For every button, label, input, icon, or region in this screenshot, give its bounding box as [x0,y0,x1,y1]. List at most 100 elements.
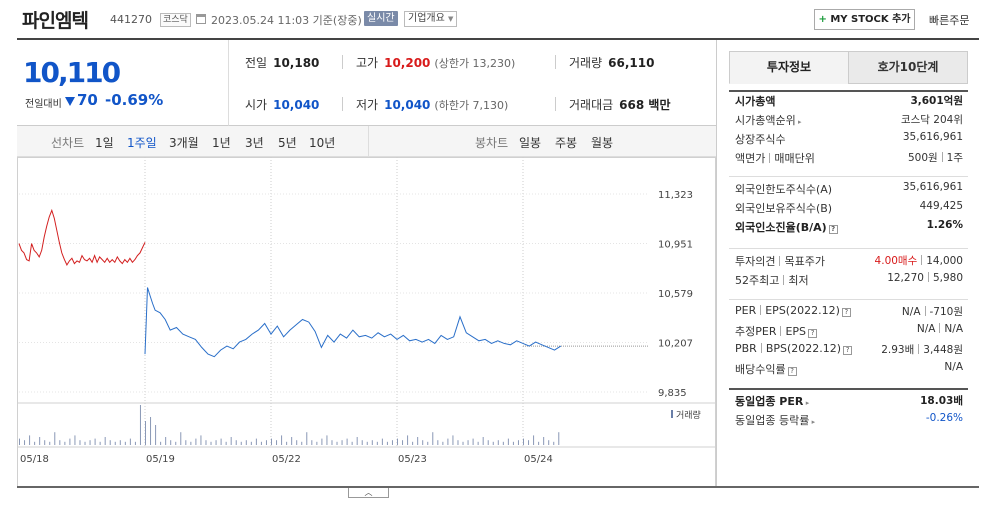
period-3m[interactable]: 3개월 [169,136,199,150]
volume-bar [195,438,197,445]
plus-icon: + [818,14,827,25]
period-1d[interactable]: 1일 [95,136,114,150]
candle-monthly[interactable]: 월봉 [591,136,614,150]
volume-bar [210,441,212,445]
info-icon[interactable]: ? [828,225,838,234]
volume-bar [180,432,182,445]
add-mystock-button[interactable]: + MY STOCK 추가 [814,9,915,30]
chart-frame [17,157,716,487]
volume-bar [407,435,409,445]
info-row-label: 액면가 매매단위 [735,152,815,165]
candle-weekly[interactable]: 주봉 [555,136,578,150]
volume-bar [84,441,86,445]
volume-bar [139,405,141,445]
collapse-button[interactable]: ︿ [348,488,389,498]
volume-bar [517,440,519,445]
candle-daily[interactable]: 일봉 [519,136,542,150]
period-5y[interactable]: 5년 [278,136,297,150]
info-icon[interactable]: ? [787,367,797,376]
info-row-value: -0.26% [925,412,963,424]
x-tick-label: 05/22 [272,454,301,465]
info-row: PBR BPS(2022.12)? 2.93배 3,448원 [735,342,963,358]
volume-bar [150,417,152,445]
market-badge: 코스닥 [160,13,191,27]
trade-amount: 거래대금 668 백만 [569,98,671,112]
high-price: 고가 10,200 (상한가 13,230) [356,56,516,70]
info-icon[interactable]: ? [843,346,853,355]
volume-bar [487,440,489,445]
price-chart-svg: 11,323 10,951 10,579 10,207 9,835 거래량 05/18 05/… [17,157,716,487]
volume-bar [190,441,192,445]
info-row: 외국인보유주식수(B) 449,425 [735,200,963,216]
info-row[interactable]: 동일업종 PER ▸ 18.03배 [735,393,963,409]
volume-bar [155,425,157,445]
info-row: 상장주식수 35,616,961 [735,131,963,147]
realtime-badge[interactable]: 실시간 [364,11,398,26]
info-row: 투자의견 목표주가 4.00매수 14,000 [735,253,963,269]
volume-bar [422,440,424,445]
stock-code: 441270 [110,13,152,26]
chevron-down-icon: ▼ [448,15,454,23]
volume-bar [301,441,303,445]
info-icon[interactable]: ? [841,308,851,317]
volume-bar [134,441,136,445]
company-info-dropdown[interactable]: 기업개요 ▼ [404,11,458,27]
volume-bar [306,432,308,445]
chart-toolbar: 선차트 1일 1주일 3개월 1년 3년 5년 10년 봉차트 일봉 주봉 월봉 [17,126,716,157]
low-price: 저가 10,040 (하한가 7,130) [356,98,509,112]
info-row: 52주최고 최저 12,270 5,980 [735,272,963,288]
info-row: 외국인한도주식수(A) 35,616,961 [735,181,963,197]
info-row-label: 외국인한도주식수(A) [735,183,833,196]
period-1w[interactable]: 1주일 [127,136,157,150]
volume-bar [260,441,262,445]
volume-bar [452,435,454,445]
info-row: 액면가 매매단위 500원 1주 [735,150,963,166]
info-row-label: PBR BPS(2022.12)? [735,342,853,355]
info-row-value: 1.26% [926,219,963,231]
volume-bar [356,437,358,445]
period-10y[interactable]: 10년 [309,136,336,150]
volume-bar [381,438,383,445]
volume-bar [59,440,61,445]
volume-bar [34,441,36,445]
price-change-percent: -0.69% [105,91,164,109]
period-1y[interactable]: 1년 [212,136,231,150]
info-row-value: 35,616,961 [902,181,963,193]
calendar-icon [196,14,206,24]
quick-order-link[interactable]: 빠른주문 [929,14,970,27]
info-row: 시가총액 3,601억원 [735,93,963,109]
volume-bar [371,440,373,445]
x-tick-label: 05/23 [398,454,427,465]
volume-bar [502,441,504,445]
volume-bar [185,440,187,445]
volume-bar [74,435,76,445]
volume-bar [331,440,333,445]
group-divider [729,388,968,390]
tab-investment-info[interactable]: 투자정보 [729,51,849,84]
info-row-value: 18.03배 [920,395,963,407]
volume-bar [467,440,469,445]
info-row-value: N/A N/A [916,323,963,335]
volume-bar [235,440,237,445]
volume-bar [44,440,46,445]
volume-bar [220,438,222,445]
y-tick-label: 10,951 [658,240,693,251]
info-row[interactable]: 시가총액순위 ▸ 코스닥 204위 [735,112,963,128]
volume-bar [109,440,111,445]
volume-bar [104,437,106,445]
volume-bar [543,437,545,445]
info-row-value: 35,616,961 [902,131,963,143]
volume-bar [145,421,146,445]
volume-bar [119,440,121,445]
price-chart[interactable]: 11,323 10,951 10,579 10,207 9,835 거래량 05/18 05/… [17,157,716,487]
info-row: 추정PER EPS? N/A N/A [735,323,963,339]
volume-bar [255,438,257,445]
volume-bar [437,440,439,445]
company-info-label: 기업개요 [408,13,445,24]
info-icon[interactable]: ? [808,329,818,338]
info-row[interactable]: 동일업종 등락률 ▸ -0.26% [735,412,963,428]
period-3y[interactable]: 3년 [245,136,264,150]
tab-orderbook[interactable]: 호가10단계 [848,51,968,84]
volume-bar [341,440,343,445]
volume-bar [397,438,398,445]
